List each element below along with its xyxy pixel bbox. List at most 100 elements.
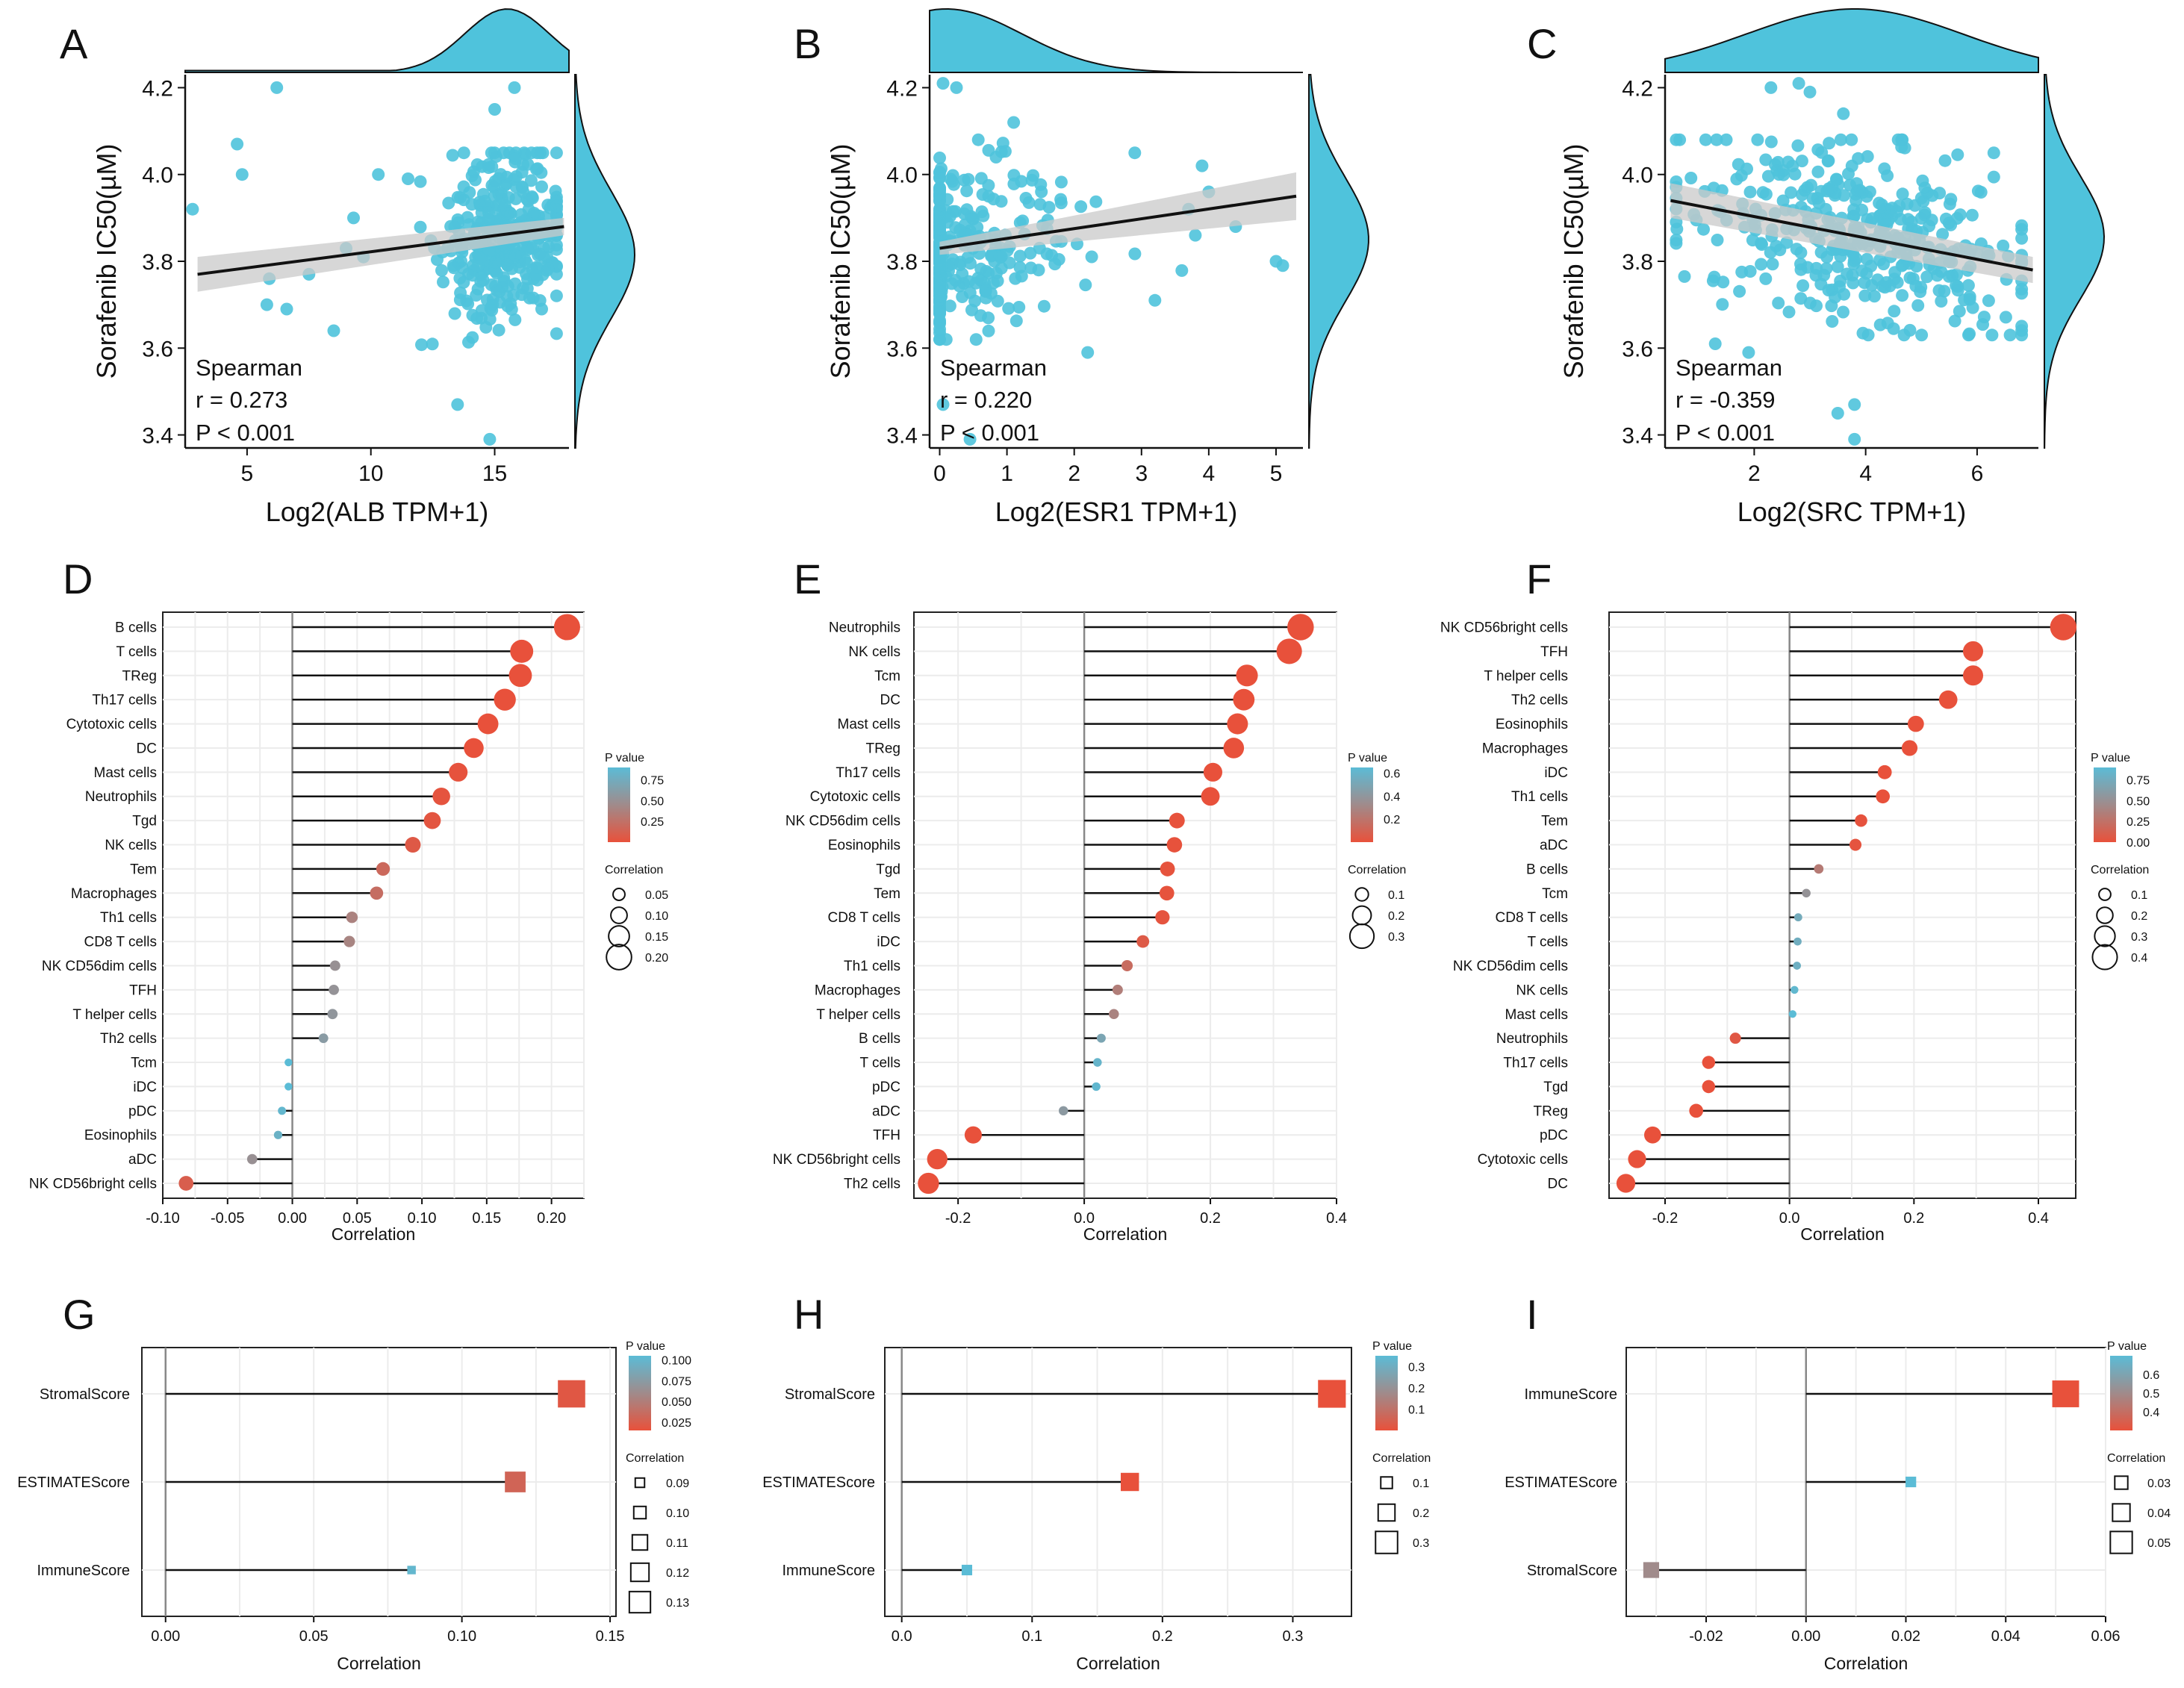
data-point	[426, 337, 439, 351]
data-point	[504, 297, 517, 311]
data-point	[235, 168, 249, 181]
data-point	[971, 133, 985, 146]
data-point	[1791, 139, 1805, 152]
category-label: ESTIMATEScore	[17, 1474, 130, 1491]
lollipop-marker	[1791, 985, 1799, 994]
category-label: Th1 cells	[100, 910, 157, 926]
data-point	[936, 398, 950, 411]
data-point	[969, 333, 983, 346]
lollipop-marker	[405, 837, 421, 853]
x-tick-label: 15	[482, 461, 507, 486]
data-point	[1037, 299, 1051, 313]
category-label: Th1 cells	[844, 959, 900, 974]
data-point	[1866, 212, 1879, 225]
data-point	[501, 207, 514, 220]
data-point	[435, 264, 448, 277]
category-label: Mast cells	[838, 717, 900, 732]
data-point	[402, 172, 414, 185]
size-legend-marker	[1348, 923, 1375, 950]
category-label: DC	[1548, 1177, 1568, 1192]
data-point	[492, 323, 505, 337]
colorbar-label: 0.50	[2127, 795, 2150, 808]
pvalue-colorbar	[2110, 1356, 2132, 1430]
data-point	[531, 162, 544, 175]
x-tick-label: 0.00	[151, 1628, 180, 1645]
x-tick-label: -0.10	[146, 1210, 180, 1227]
data-point	[497, 271, 511, 284]
size-legend-label: 0.03	[2147, 1477, 2171, 1490]
marginal-density-top	[929, 7, 1303, 73]
category-label: Th17 cells	[92, 693, 157, 708]
data-point	[1896, 187, 1909, 201]
data-point	[1877, 212, 1891, 225]
data-point	[488, 264, 502, 278]
data-point	[1965, 208, 1979, 222]
panel-letter: I	[1526, 1291, 1538, 1338]
x-axis-title: Correlation	[1824, 1654, 1908, 1673]
data-point	[1697, 222, 1710, 236]
category-label: Tgd	[876, 862, 900, 877]
data-point	[1932, 284, 1946, 297]
category-label: TReg	[1534, 1103, 1568, 1119]
data-point	[1054, 196, 1068, 210]
category-label: Eosinophils	[1496, 717, 1568, 732]
x-tick-label: 0.04	[1991, 1628, 2020, 1645]
lollipop-marker	[343, 935, 355, 947]
data-point	[1743, 185, 1757, 199]
category-label: Cytotoxic cells	[66, 717, 157, 732]
x-axis-title: Correlation	[1083, 1224, 1168, 1244]
category-label: Neutrophils	[829, 620, 900, 636]
data-point	[347, 211, 360, 225]
data-point	[979, 284, 992, 297]
data-point	[280, 302, 293, 316]
x-tick-label: 0.02	[1891, 1628, 1920, 1645]
data-point	[1711, 234, 1724, 246]
size-legend-label: 0.04	[2147, 1507, 2171, 1520]
y-tick-label: 4.2	[142, 76, 173, 101]
y-tick-label: 3.6	[142, 337, 173, 361]
data-point	[1831, 260, 1844, 273]
x-tick-label: 0.10	[447, 1628, 476, 1645]
data-point	[1936, 228, 1950, 241]
data-point	[1971, 184, 1985, 198]
data-point	[963, 286, 977, 299]
data-point	[1903, 323, 1917, 337]
size-legend-marker	[1354, 887, 1369, 902]
x-tick-label: 0.1	[1021, 1628, 1042, 1645]
panel-letter: A	[60, 20, 88, 67]
data-point	[933, 166, 946, 180]
data-point	[933, 333, 946, 346]
data-point	[509, 180, 523, 193]
y-axis-title: Sorafenib IC50(µM)	[825, 144, 856, 379]
data-point	[463, 186, 476, 199]
size-legend-title: Correlation	[626, 1452, 684, 1465]
lollipop-marker	[1855, 814, 1867, 827]
data-point	[1788, 167, 1802, 181]
data-point	[1853, 184, 1867, 197]
size-legend-marker	[2094, 925, 2116, 947]
lollipop-marker	[1169, 812, 1185, 829]
data-point	[1822, 284, 1835, 297]
size-legend-title: Correlation	[1372, 1452, 1431, 1465]
data-point	[231, 137, 244, 151]
lollipop-marker	[407, 1566, 416, 1575]
category-label: aDC	[1540, 838, 1568, 853]
x-tick-label: 10	[358, 461, 383, 486]
data-point	[933, 307, 946, 320]
panel-letter: H	[794, 1291, 824, 1338]
confidence-band	[197, 217, 564, 292]
data-point	[1982, 294, 1995, 308]
data-point	[1013, 249, 1027, 263]
data-point	[1944, 193, 1958, 206]
data-point	[414, 220, 427, 234]
category-label: Th1 cells	[1511, 789, 1568, 805]
category-label: B cells	[115, 620, 157, 636]
data-point	[1733, 284, 1746, 298]
lollipop-marker	[553, 614, 580, 641]
plot-area	[913, 611, 1337, 1199]
data-point	[327, 324, 340, 337]
stat-method: Spearman	[1676, 355, 1782, 381]
data-point	[470, 312, 484, 325]
category-label: StromalScore	[785, 1386, 875, 1403]
